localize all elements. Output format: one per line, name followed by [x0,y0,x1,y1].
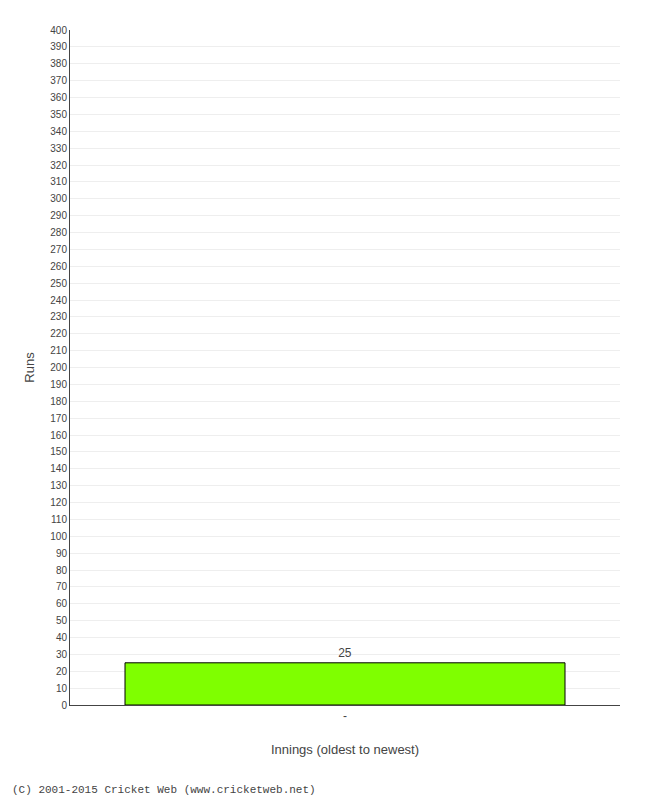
svg-text:20: 20 [56,666,68,677]
svg-text:(C) 2001-2015 Cricket Web (www: (C) 2001-2015 Cricket Web (www.cricketwe… [12,784,316,796]
svg-text:220: 220 [50,328,67,339]
svg-text:260: 260 [50,261,67,272]
svg-text:290: 290 [50,210,67,221]
svg-text:230: 230 [50,311,67,322]
svg-text:270: 270 [50,244,67,255]
svg-text:240: 240 [50,295,67,306]
svg-text:0: 0 [61,700,67,711]
svg-text:80: 80 [56,565,68,576]
svg-text:70: 70 [56,581,68,592]
svg-text:180: 180 [50,396,67,407]
svg-text:340: 340 [50,126,67,137]
svg-text:10: 10 [56,683,68,694]
svg-text:350: 350 [50,109,67,120]
svg-text:390: 390 [50,41,67,52]
svg-text:60: 60 [56,598,68,609]
svg-text:-: - [343,709,347,723]
svg-text:150: 150 [50,446,67,457]
svg-text:210: 210 [50,345,67,356]
svg-text:320: 320 [50,160,67,171]
svg-text:360: 360 [50,92,67,103]
svg-text:170: 170 [50,413,67,424]
svg-text:40: 40 [56,632,68,643]
svg-text:110: 110 [51,514,67,525]
svg-text:120: 120 [50,497,67,508]
svg-text:160: 160 [50,430,67,441]
svg-text:300: 300 [50,193,67,204]
svg-text:400: 400 [50,25,67,36]
svg-text:90: 90 [56,548,68,559]
svg-text:200: 200 [50,362,67,373]
svg-text:50: 50 [56,615,68,626]
svg-text:100: 100 [50,531,67,542]
svg-text:25: 25 [338,646,352,660]
svg-text:30: 30 [56,649,68,660]
svg-text:370: 370 [50,75,67,86]
svg-text:Runs: Runs [22,352,37,383]
svg-text:280: 280 [50,227,67,238]
svg-text:Innings (oldest to newest): Innings (oldest to newest) [271,742,419,757]
svg-text:190: 190 [50,379,67,390]
svg-text:310: 310 [50,176,67,187]
svg-text:140: 140 [50,463,67,474]
svg-text:250: 250 [50,278,67,289]
svg-text:130: 130 [50,480,67,491]
svg-text:330: 330 [50,143,67,154]
svg-text:380: 380 [50,58,67,69]
